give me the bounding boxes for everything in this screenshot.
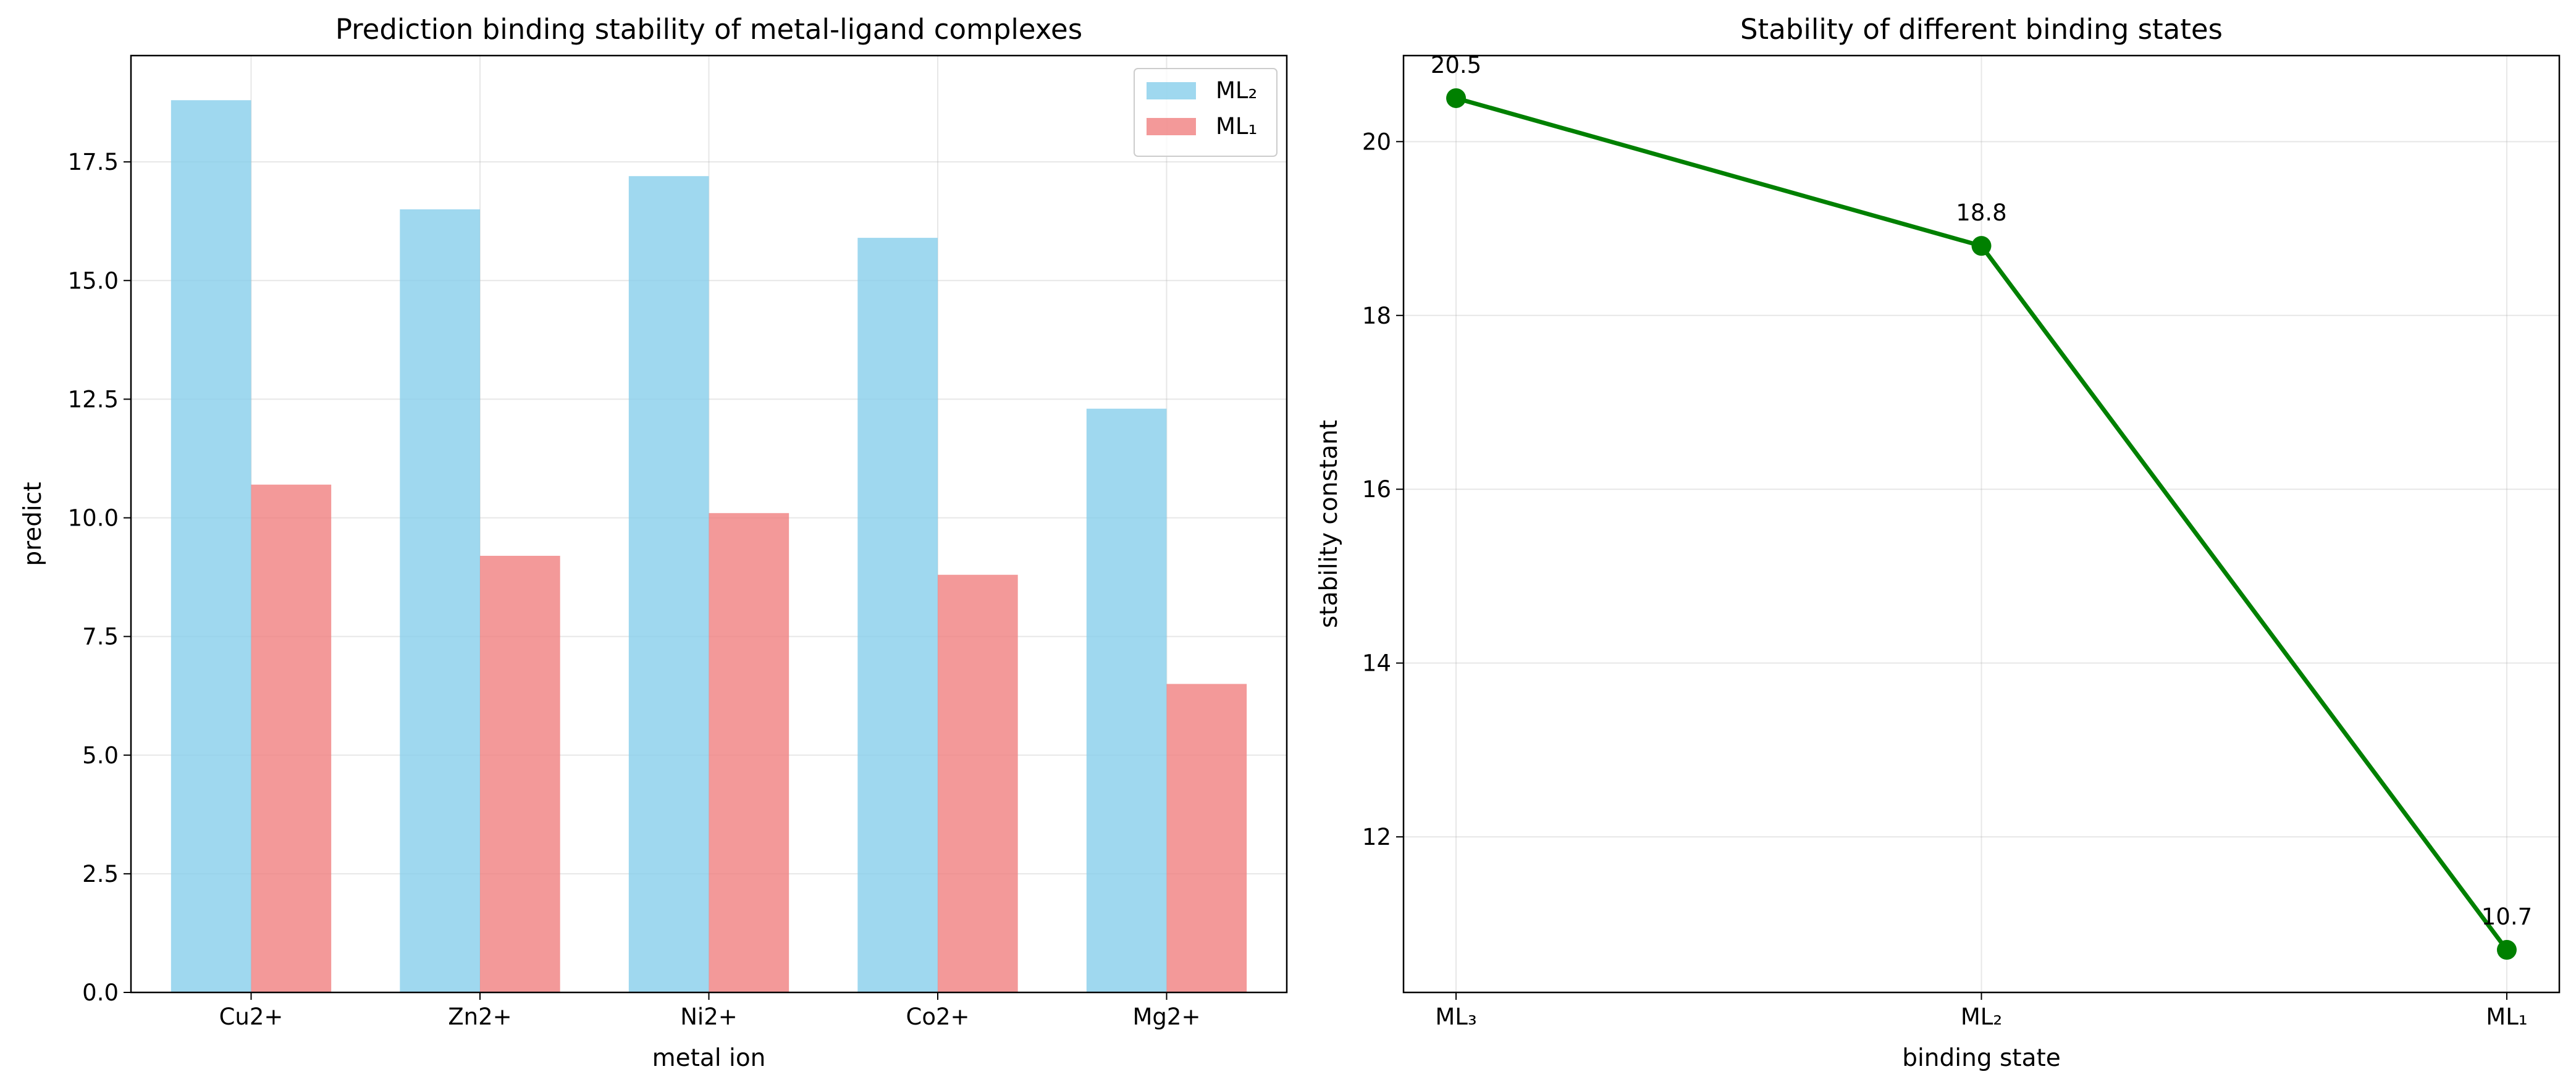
line-chart: Stability of different binding states 20… <box>1315 13 2561 1072</box>
bar-ni2-ml2 <box>628 176 709 993</box>
bar-co2-ml2 <box>857 238 938 992</box>
x-tick-label: Cu2+ <box>219 1004 284 1030</box>
x-tick-label: ML₂ <box>1961 1004 2002 1030</box>
bar-chart-x-label: metal ion <box>652 1044 766 1072</box>
point-ml <box>2496 940 2517 960</box>
y-tick-label: 16 <box>1362 476 1391 503</box>
bar-ni2-ml1 <box>709 513 789 992</box>
y-tick-label: 18 <box>1362 303 1391 329</box>
line-chart-title: Stability of different binding states <box>1740 13 2223 46</box>
bar-zn2-ml2 <box>400 209 481 993</box>
y-tick-label: 5.0 <box>82 742 119 769</box>
y-tick-label: 20 <box>1362 128 1391 155</box>
bar-chart-y-label: predict <box>19 482 47 566</box>
legend-swatch-ml1 <box>1147 118 1196 135</box>
line-chart-points <box>1446 88 2517 960</box>
x-tick-label: ML₃ <box>1435 1004 1476 1030</box>
point-ml <box>1446 88 1467 108</box>
x-tick-label: Zn2+ <box>448 1004 511 1030</box>
bar-chart-x-ticks: Cu2+ Zn2+ Ni2+ Co2+ Mg2+ <box>219 992 1201 1030</box>
bar-cu2-ml2 <box>170 100 251 993</box>
bar-zn2-ml1 <box>480 555 560 992</box>
x-tick-label: Ni2+ <box>680 1004 738 1030</box>
y-tick-label: 0.0 <box>82 979 119 1006</box>
line-chart-x-ticks: ML₃ ML₂ ML₁ <box>1435 992 2528 1030</box>
y-tick-label: 14 <box>1362 650 1391 677</box>
y-tick-label: 7.5 <box>82 624 119 650</box>
bar-chart-bars <box>170 100 1247 993</box>
data-label-ml: 18.8 <box>1956 199 2006 226</box>
line-chart-y-label: stability constant <box>1315 420 1343 628</box>
x-tick-label: Mg2+ <box>1133 1004 1201 1030</box>
y-tick-label: 15.0 <box>68 267 119 294</box>
bar-chart: Prediction binding stability of metal-li… <box>19 13 1288 1072</box>
line-chart-y-ticks: 12 14 16 18 20 <box>1362 128 1404 850</box>
line-chart-grid <box>1404 56 2559 992</box>
y-tick-label: 2.5 <box>82 861 119 887</box>
y-tick-label: 12 <box>1362 824 1391 850</box>
line-chart-x-label: binding state <box>1902 1044 2061 1072</box>
bar-chart-legend: ML₂ ML₁ <box>1134 68 1277 157</box>
bar-cu2-ml1 <box>251 484 332 992</box>
bar-co2-ml1 <box>937 574 1018 992</box>
y-tick-label: 17.5 <box>68 149 119 175</box>
data-label-ml: 10.7 <box>2481 903 2532 930</box>
legend-swatch-ml2 <box>1147 82 1196 99</box>
legend-label-ml2: ML₂ <box>1216 77 1257 104</box>
bar-chart-y-ticks: 0.0 2.5 5.0 7.5 10.0 12.5 15.0 17.5 <box>68 149 131 1006</box>
point-ml <box>1971 236 1992 256</box>
x-tick-label: Co2+ <box>906 1004 969 1030</box>
x-tick-label: ML₁ <box>2486 1004 2527 1030</box>
bar-chart-title: Prediction binding stability of metal-li… <box>335 13 1082 46</box>
bar-mg2-ml2 <box>1086 408 1167 992</box>
y-tick-label: 10.0 <box>68 505 119 532</box>
bar-mg2-ml1 <box>1166 684 1247 992</box>
legend-label-ml1: ML₁ <box>1216 113 1257 140</box>
y-tick-label: 12.5 <box>68 386 119 413</box>
